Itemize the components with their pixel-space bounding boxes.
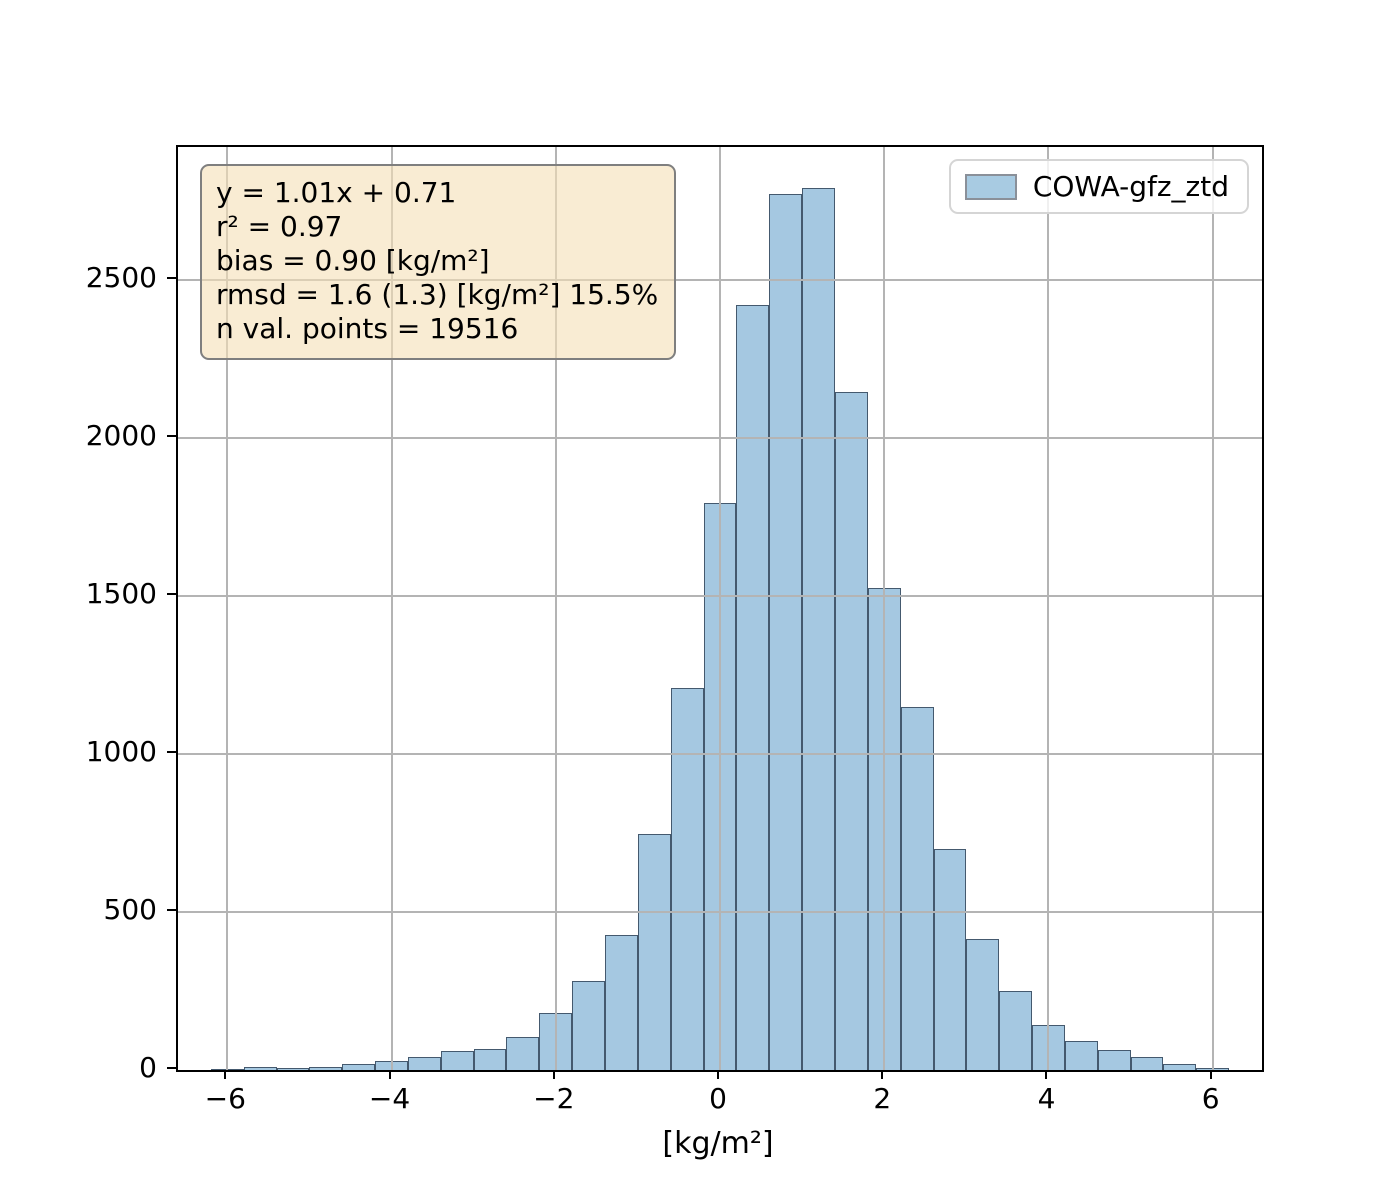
histogram-bar xyxy=(309,1066,343,1070)
histogram-bar xyxy=(605,934,638,1070)
histogram-bar xyxy=(1130,1057,1164,1070)
x-tick-label: −6 xyxy=(204,1082,246,1115)
y-tick-mark xyxy=(167,750,176,753)
y-tick-label: 500 xyxy=(103,892,157,926)
x-tick-label: −4 xyxy=(368,1082,411,1115)
plot-area: y = 1.01x + 0.71 r² = 0.97 bias = 0.90 [… xyxy=(176,145,1264,1072)
histogram-bar xyxy=(900,706,934,1070)
histogram-bar xyxy=(506,1036,540,1070)
x-tick-label: 0 xyxy=(709,1082,727,1115)
histogram-bar xyxy=(1097,1050,1131,1070)
histogram-bar xyxy=(276,1068,310,1070)
histogram-bar xyxy=(407,1057,441,1070)
stats-line-npoints: n val. points = 19516 xyxy=(216,312,519,345)
x-tick-mark xyxy=(552,1070,555,1079)
x-tick-label: −2 xyxy=(533,1082,575,1115)
histogram-bar xyxy=(375,1060,408,1070)
stats-line-fit: y = 1.01x + 0.71 xyxy=(216,176,457,209)
x-tick-mark xyxy=(881,1070,884,1079)
histogram-bar xyxy=(769,194,803,1070)
x-tick-mark xyxy=(388,1070,391,1079)
histogram-bar xyxy=(1032,1025,1065,1070)
histogram-bar xyxy=(802,188,835,1070)
y-tick-mark xyxy=(167,434,176,437)
histogram-bar xyxy=(834,391,868,1070)
histogram-bar xyxy=(670,687,704,1070)
histogram-bar xyxy=(342,1064,376,1070)
stats-line-bias: bias = 0.90 [kg/m²] xyxy=(216,244,490,277)
histogram-bar xyxy=(966,938,1000,1070)
x-tick-label: 4 xyxy=(1037,1082,1056,1115)
stats-line-r2: r² = 0.97 xyxy=(216,210,343,243)
histogram-bars xyxy=(178,147,1262,1070)
y-tick-mark xyxy=(167,1067,176,1069)
histogram-bar xyxy=(933,848,967,1070)
histogram-bar xyxy=(539,1013,573,1070)
legend-label: COWA-gfz_ztd xyxy=(1032,170,1229,203)
x-tick-label: 6 xyxy=(1201,1082,1220,1115)
x-tick-mark xyxy=(224,1070,227,1079)
y-tick-mark xyxy=(167,908,176,911)
histogram-bar xyxy=(867,587,901,1070)
y-tick-label: 1500 xyxy=(85,576,157,610)
stats-annotation-box: y = 1.01x + 0.71 r² = 0.97 bias = 0.90 [… xyxy=(200,164,677,360)
y-tick-label: 2000 xyxy=(85,418,157,452)
legend: COWA-gfz_ztd xyxy=(948,159,1249,214)
y-tick-label: 0 xyxy=(139,1051,157,1084)
histogram-bar xyxy=(243,1067,277,1070)
x-tick-label: 2 xyxy=(873,1082,892,1115)
stats-line-rmsd: rmsd = 1.6 (1.3) [kg/m²] 15.5% xyxy=(216,278,659,311)
histogram-bar xyxy=(473,1049,507,1070)
histogram-bar xyxy=(1163,1064,1197,1070)
histogram-bar xyxy=(999,990,1033,1070)
legend-swatch xyxy=(964,173,1017,200)
histogram-bar xyxy=(440,1051,474,1070)
histogram-bar xyxy=(637,833,671,1070)
y-tick-label: 1000 xyxy=(85,734,157,768)
x-tick-mark xyxy=(1045,1070,1048,1079)
histogram-bar xyxy=(1196,1068,1230,1070)
histogram-bar xyxy=(1064,1041,1098,1070)
histogram-bar xyxy=(210,1069,244,1070)
y-tick-label: 2500 xyxy=(85,260,157,294)
y-tick-mark xyxy=(167,592,176,595)
x-tick-mark xyxy=(717,1070,719,1079)
x-tick-mark xyxy=(1209,1070,1212,1079)
x-axis-label: [kg/m²] xyxy=(662,1126,774,1161)
histogram-bar xyxy=(572,980,606,1070)
histogram-bar xyxy=(703,502,737,1070)
y-tick-mark xyxy=(167,276,176,279)
histogram-bar xyxy=(736,305,770,1070)
